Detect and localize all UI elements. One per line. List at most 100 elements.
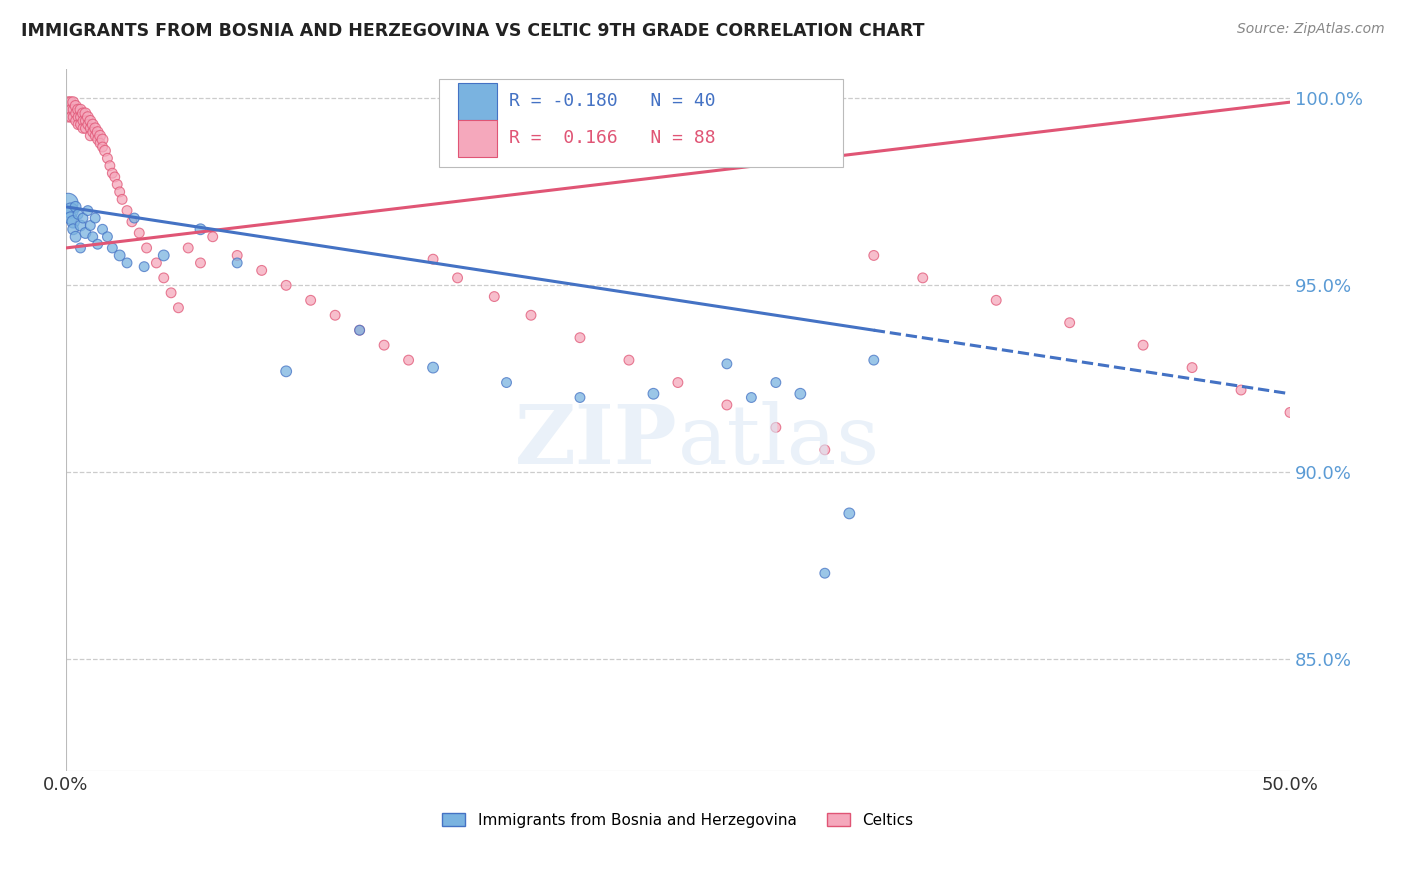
- Point: [862, 248, 884, 262]
- Point: [986, 293, 1008, 308]
- Point: [69, 219, 91, 233]
- Point: [59, 95, 82, 110]
- Point: [79, 219, 101, 233]
- Text: atlas: atlas: [678, 401, 880, 481]
- Point: [79, 128, 101, 143]
- Point: [1230, 383, 1253, 397]
- Point: [299, 293, 322, 308]
- Point: [65, 99, 87, 113]
- Point: [75, 106, 97, 120]
- Point: [76, 110, 98, 124]
- Point: [111, 193, 134, 207]
- Point: [65, 200, 87, 214]
- Point: [446, 271, 468, 285]
- Point: [67, 103, 90, 117]
- Point: [115, 256, 138, 270]
- Text: ZIP: ZIP: [515, 401, 678, 481]
- Point: [128, 226, 150, 240]
- Point: [76, 203, 98, 218]
- Point: [1132, 338, 1154, 352]
- Point: [716, 357, 738, 371]
- Point: [91, 222, 114, 236]
- Point: [82, 118, 104, 132]
- Point: [67, 110, 90, 124]
- Point: [108, 248, 131, 262]
- Point: [121, 215, 143, 229]
- Point: [75, 113, 97, 128]
- Point: [145, 256, 167, 270]
- Point: [62, 215, 84, 229]
- Point: [152, 248, 174, 262]
- Point: [201, 229, 224, 244]
- Point: [89, 128, 111, 143]
- Point: [69, 110, 91, 124]
- Point: [484, 289, 506, 303]
- Point: [101, 166, 124, 180]
- Point: [862, 353, 884, 368]
- Point: [765, 420, 787, 434]
- Point: [62, 95, 84, 110]
- Point: [72, 106, 94, 120]
- Point: [65, 113, 87, 128]
- Point: [250, 263, 273, 277]
- Text: R = -0.180   N = 40: R = -0.180 N = 40: [509, 92, 716, 111]
- Point: [84, 121, 107, 136]
- Point: [765, 376, 787, 390]
- Point: [167, 301, 190, 315]
- Point: [569, 331, 592, 345]
- Point: [349, 323, 371, 337]
- Point: [105, 178, 128, 192]
- FancyBboxPatch shape: [439, 79, 844, 167]
- FancyBboxPatch shape: [457, 83, 496, 120]
- Point: [75, 121, 97, 136]
- Point: [398, 353, 420, 368]
- Point: [190, 222, 212, 236]
- Point: [1279, 405, 1302, 419]
- Point: [617, 353, 640, 368]
- Point: [152, 271, 174, 285]
- Point: [911, 271, 934, 285]
- Point: [495, 376, 517, 390]
- Point: [96, 151, 118, 165]
- Point: [1181, 360, 1204, 375]
- Point: [72, 211, 94, 225]
- Point: [86, 125, 108, 139]
- Point: [91, 140, 114, 154]
- Point: [65, 106, 87, 120]
- Point: [75, 226, 97, 240]
- Point: [86, 237, 108, 252]
- Point: [226, 256, 249, 270]
- Text: Source: ZipAtlas.com: Source: ZipAtlas.com: [1237, 22, 1385, 37]
- Point: [520, 308, 543, 322]
- Point: [58, 196, 80, 211]
- Point: [104, 169, 127, 184]
- Point: [177, 241, 200, 255]
- Text: IMMIGRANTS FROM BOSNIA AND HERZEGOVINA VS CELTIC 9TH GRADE CORRELATION CHART: IMMIGRANTS FROM BOSNIA AND HERZEGOVINA V…: [21, 22, 925, 40]
- Point: [276, 278, 298, 293]
- Point: [134, 260, 156, 274]
- Point: [69, 118, 91, 132]
- Point: [96, 229, 118, 244]
- Point: [569, 391, 592, 405]
- Point: [1376, 450, 1399, 465]
- Point: [82, 229, 104, 244]
- Point: [190, 256, 212, 270]
- Point: [323, 308, 346, 322]
- Point: [838, 507, 860, 521]
- Point: [101, 241, 124, 255]
- Point: [69, 241, 91, 255]
- Point: [58, 110, 80, 124]
- Point: [135, 241, 157, 255]
- Point: [115, 203, 138, 218]
- Point: [814, 442, 837, 457]
- Point: [1059, 316, 1081, 330]
- Point: [62, 110, 84, 124]
- Point: [67, 118, 90, 132]
- Legend: Immigrants from Bosnia and Herzegovina, Celtics: Immigrants from Bosnia and Herzegovina, …: [436, 806, 920, 834]
- Point: [67, 207, 90, 221]
- Point: [72, 121, 94, 136]
- Point: [740, 391, 762, 405]
- Point: [72, 113, 94, 128]
- Point: [69, 103, 91, 117]
- Point: [276, 364, 298, 378]
